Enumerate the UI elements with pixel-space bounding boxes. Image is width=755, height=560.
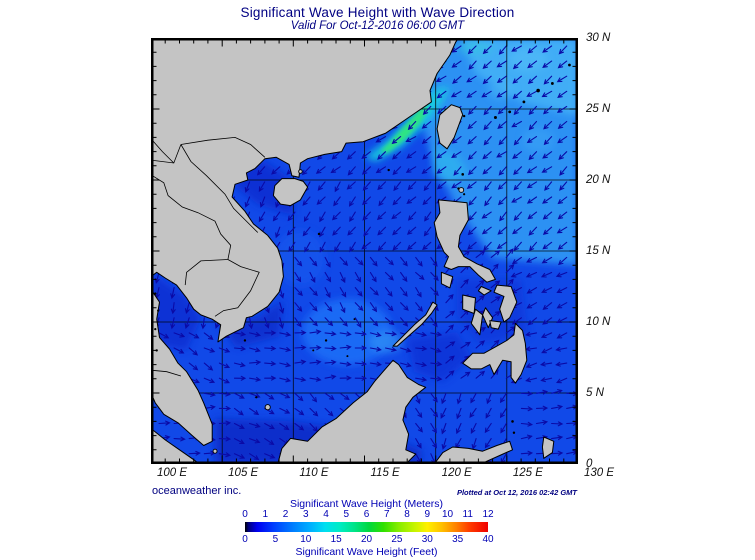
feet-tick: 15 xyxy=(330,534,342,545)
map-layers xyxy=(151,38,578,464)
meters-tick: 5 xyxy=(343,509,350,520)
lat-axis: 30 N 25 N 20 N 15 N 10 N 5 N 0 xyxy=(586,32,626,470)
lat-label: 15 N xyxy=(586,245,611,257)
map-frame xyxy=(151,38,578,464)
page-subtitle: Valid For Oct-12-2016 06:00 GMT xyxy=(290,20,465,32)
colorbar-meters-ticks: 0 1 2 3 4 5 6 7 8 9 10 11 12 xyxy=(242,509,493,521)
degree-ticks xyxy=(152,39,577,463)
lon-label: 100 E xyxy=(157,467,188,479)
meters-tick: 11 xyxy=(462,509,473,520)
feet-tick: 20 xyxy=(360,534,373,545)
small-islands xyxy=(154,63,571,454)
lat-label: 30 N xyxy=(586,32,611,44)
lon-axis: 100 E 105 E 110 E 115 E 120 E 125 E 130 E xyxy=(151,467,631,483)
meters-tick: 4 xyxy=(323,509,329,520)
colorbar-meters-label: Significant Wave Height (Meters) xyxy=(289,498,444,510)
lon-label: 130 E xyxy=(584,467,615,479)
feet-tick: 30 xyxy=(421,534,433,545)
feet-tick: 40 xyxy=(482,534,494,545)
lon-label: 105 E xyxy=(228,467,259,479)
colorbar-feet-ticks: 0 5 10 15 20 25 30 35 40 xyxy=(242,534,493,546)
meters-tick: 7 xyxy=(383,509,390,520)
credit-plotted-at: Plotted at Oct 12, 2016 02:42 GMT xyxy=(456,488,577,497)
meters-tick: 1 xyxy=(262,509,269,520)
lat-label: 25 N xyxy=(586,103,611,115)
feet-tick: 25 xyxy=(391,534,403,545)
meters-tick: 12 xyxy=(482,509,494,520)
meters-tick: 2 xyxy=(282,509,289,520)
meters-tick: 10 xyxy=(441,509,454,520)
credit-oceanweather: oceanweather inc. xyxy=(152,485,242,497)
meters-tick: 8 xyxy=(404,509,410,520)
feet-tick: 5 xyxy=(272,534,279,545)
lat-label: 5 N xyxy=(586,387,604,399)
meters-tick: 3 xyxy=(302,509,309,520)
lon-label: 115 E xyxy=(370,467,400,479)
lon-label: 125 E xyxy=(512,467,543,479)
feet-tick: 35 xyxy=(452,534,464,545)
page-title: Significant Wave Height with Wave Direct… xyxy=(240,5,515,20)
country-borders xyxy=(151,136,266,377)
lat-label: 20 N xyxy=(586,174,611,186)
land-masses xyxy=(151,38,555,464)
wave-map xyxy=(151,38,578,464)
colorbar-gradient xyxy=(245,522,488,532)
meters-tick: 0 xyxy=(242,509,248,520)
wave-map-canvas xyxy=(151,38,578,464)
meters-tick: 6 xyxy=(363,509,370,520)
meters-tick: 9 xyxy=(424,509,431,520)
lon-label: 120 E xyxy=(441,467,472,479)
lon-label: 110 E xyxy=(299,467,329,479)
feet-tick: 10 xyxy=(300,534,312,545)
lat-label: 10 N xyxy=(586,316,611,328)
lat-label: 0 xyxy=(586,458,593,470)
colorbar-feet-label: Significant Wave Height (Feet) xyxy=(295,546,438,558)
feet-tick: 0 xyxy=(242,534,248,545)
